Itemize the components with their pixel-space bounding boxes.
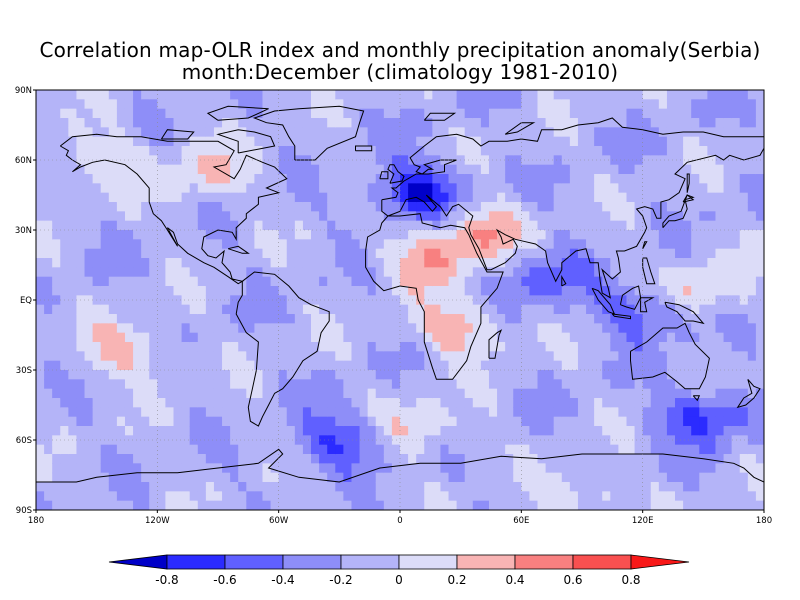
x-tick-label: 60W (269, 516, 289, 526)
colorbar-box (456, 554, 516, 570)
y-tick-label: EQ (20, 296, 32, 306)
coastline-tasmania (692, 395, 701, 402)
coastline-baffin-island (216, 129, 276, 154)
colorbar-box (398, 554, 458, 570)
coastline-eurasia (381, 117, 764, 299)
y-tick-label: 60S (16, 436, 32, 446)
coastline-sakhalin (686, 173, 690, 193)
colorbar-label: -0.2 (329, 573, 352, 587)
coastline-java (611, 313, 631, 320)
y-tick-label: 90S (16, 506, 32, 516)
colorbar-label: 0.8 (621, 573, 640, 587)
heatmap-cells (36, 90, 764, 510)
colorbar-label: 0.4 (505, 573, 524, 587)
x-tick-label: 60E (513, 516, 529, 526)
chart-title-line2: month:December (climatology 1981-2010) (181, 60, 619, 84)
colorbar-arrow-low (108, 554, 168, 570)
coastline-sri-lanka (561, 274, 567, 287)
y-tick-label: 30N (15, 226, 32, 236)
y-axis-ticks: 90N 60N 30N EQ 30S 60S 90S (15, 86, 36, 516)
coastline-africa (365, 213, 504, 380)
colorbar-box (166, 554, 226, 570)
coastline-svalbard (423, 112, 457, 121)
y-tick-label: 90N (15, 86, 32, 96)
coastline-new-zealand (736, 378, 761, 409)
coastline-iceland (355, 145, 373, 152)
coastline-great-britain (387, 164, 405, 184)
y-tick-label: 30S (16, 366, 32, 376)
coastline-japan (662, 194, 695, 229)
coastlines (36, 105, 764, 483)
coastline-sulawesi (640, 297, 655, 313)
x-tick-label: 0 (397, 516, 402, 526)
x-axis-ticks: 180 120W 60W 0 60E 120E 180 (28, 510, 772, 526)
x-tick-label: 120W (145, 516, 170, 526)
colorbar-label: -0.4 (271, 573, 294, 587)
y-tick-label: 60N (15, 156, 32, 166)
colorbar-label: -0.6 (213, 573, 236, 587)
coastline-taiwan (642, 241, 648, 249)
coastline-cuba (227, 245, 250, 254)
colorbar-box (224, 554, 284, 570)
coastline-north-america (59, 133, 288, 285)
coastline-madagascar (488, 329, 503, 359)
coastline-victoria-island (160, 129, 195, 140)
coastline-australia (630, 322, 710, 390)
colorbar-label: 0.2 (447, 573, 466, 587)
colorbar-box (514, 554, 574, 570)
colorbar-label: 0 (395, 573, 403, 587)
colorbar-box (282, 554, 342, 570)
coastline-greenland (252, 105, 365, 161)
coastline-ireland (379, 171, 389, 180)
coastline-south-america (235, 271, 330, 427)
coastline-hokkaido (682, 194, 695, 203)
colorbar-box (572, 554, 632, 570)
coastline-ellesmere (206, 105, 269, 121)
x-tick-label: 180 (28, 516, 44, 526)
colorbar-label: 0.6 (563, 573, 582, 587)
grid-lines (36, 90, 764, 510)
x-tick-label: 180 (756, 516, 772, 526)
coastline-antarctica (36, 448, 764, 483)
coastline-philippines (642, 257, 656, 285)
coastline-new-guinea (664, 301, 705, 325)
chart-title-line1: Correlation map-OLR index and monthly pr… (39, 38, 761, 62)
colorbar-arrow-high (630, 554, 690, 570)
coastline-novaya-zemlya (504, 122, 536, 135)
colorbar-label: -0.8 (155, 573, 178, 587)
coastline-borneo (619, 285, 642, 310)
colorbar-box (340, 554, 400, 570)
colorbar: -0.8 -0.6 -0.4 -0.2 0 0.2 0.4 0.6 0.8 (108, 554, 690, 587)
x-tick-label: 120E (632, 516, 654, 526)
